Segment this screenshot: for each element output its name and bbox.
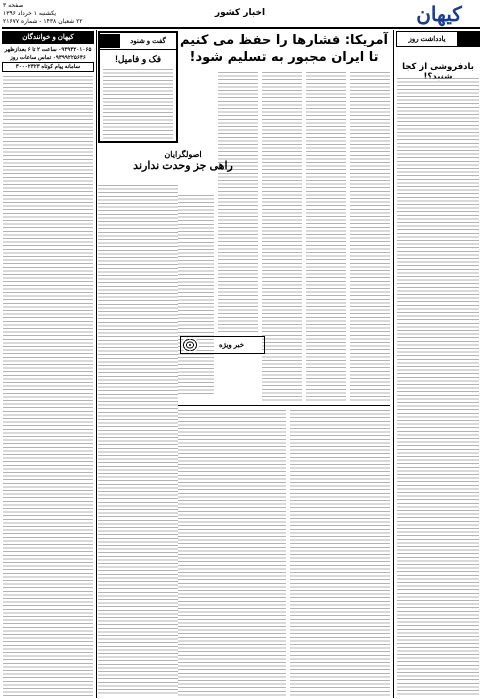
body-text [290, 410, 390, 696]
body-text [218, 72, 258, 332]
sms: سامانه پیام کوتاه ۳۰۰۰۲۳۲۳ [2, 62, 94, 72]
story-2-headline: راهی جز وحدت ندارند [133, 160, 233, 172]
kicker: اصولگرایان [164, 150, 202, 159]
phone: ۰۹۳۹۹۲۲۵۶۴۶ تماس ساعات روز [10, 55, 86, 61]
column-rule [393, 30, 394, 698]
dialogue-label: گفت و شنود [130, 38, 166, 45]
body-text [3, 76, 93, 696]
section-rule [178, 405, 390, 406]
body-text [397, 78, 479, 696]
headline-line: تا ایران مجبور به تسلیم شود! [189, 50, 379, 65]
date-block: صفحه ۳ یکشنبه ۱ خرداد ۱۳۹۶ ۲۲ شعبان ۱۴۳۸… [3, 2, 123, 26]
icon [100, 34, 120, 48]
date: یکشنبه ۱ خرداد ۱۳۹۶ [3, 10, 57, 17]
editorial-label: یادداشت روز [408, 36, 446, 43]
special-label: خبر ویژه [218, 342, 245, 349]
icon [457, 32, 479, 46]
body-text [103, 69, 173, 139]
body-text [178, 410, 286, 696]
readers-contacts: ۰۹۳۹۳۲۰۱۰۶۵ ساعت ۲ تا ۶ بعدازظهر ۰۹۳۹۹۲۲… [2, 46, 94, 72]
logo: کیهان [416, 2, 462, 26]
column-rule [96, 30, 97, 698]
body-text [178, 195, 214, 395]
body-text [98, 185, 178, 696]
headline-line: آمریکا: فشارها را حفظ می کنیم [180, 33, 388, 48]
special-label-box: خبر ویژه [180, 336, 265, 354]
dialogue-title: فک و فامیل! [114, 54, 162, 64]
body-text [262, 72, 302, 402]
page-number: صفحه ۳ [3, 2, 24, 9]
body-text [350, 72, 390, 402]
editorial-title: بادفروشی از کجا شنید؟! [402, 62, 474, 82]
body-text [306, 72, 346, 402]
header-rule [2, 27, 480, 29]
readers-label: کیهان و خوانندگان [2, 31, 94, 44]
story-2-heading: اصولگرایان راهی جز وحدت ندارند [98, 150, 268, 172]
dialogue-box: گفت و شنود فک و فامیل! [98, 31, 178, 143]
phone: ۰۹۳۹۳۲۰۱۰۶۵ ساعت ۲ تا ۶ بعدازظهر [4, 47, 92, 53]
editorial-label-box: یادداشت روز [396, 31, 480, 47]
main-headline: آمریکا: فشارها را حفظ می کنیم تا ایران م… [178, 32, 390, 66]
dialogue-header: گفت و شنود [100, 33, 176, 50]
issue: ۲۲ شعبان ۱۴۳۸ - شماره ۲۱۶۷۷ [3, 18, 83, 25]
icon [181, 337, 199, 353]
section-title: اخبار کشور [214, 8, 266, 18]
